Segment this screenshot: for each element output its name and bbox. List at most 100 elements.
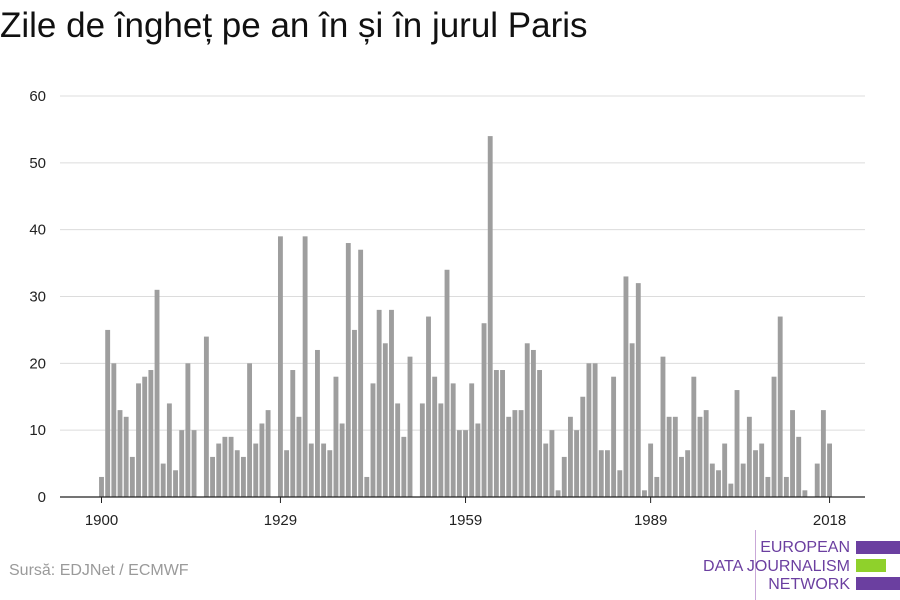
bar-1950 <box>407 356 413 497</box>
bar-1948 <box>395 403 401 497</box>
bar-2002 <box>728 483 734 497</box>
bar-1979 <box>586 363 592 497</box>
bar-1958 <box>456 430 462 497</box>
gridlines <box>60 95 865 431</box>
bar-1968 <box>518 410 524 497</box>
bar-2005 <box>746 416 752 497</box>
logo-divider <box>755 530 756 600</box>
bar-1984 <box>617 470 623 497</box>
edjnet-logo: EUROPEAN DATA JOURNALISM NETWORK <box>700 530 900 600</box>
logo-line-3: NETWORK <box>768 576 850 593</box>
logo-bar-green <box>856 559 886 572</box>
bar-1901 <box>105 329 111 497</box>
bar-1912 <box>173 470 178 497</box>
y-tick-label: 50 <box>29 155 46 172</box>
bars <box>99 136 832 497</box>
bar-1900 <box>99 476 104 497</box>
x-tick-label: 1959 <box>449 512 482 529</box>
bar-1907 <box>142 376 148 497</box>
x-tick-label: 1929 <box>264 512 297 529</box>
y-tick-label: 0 <box>38 489 46 506</box>
bar-1921 <box>228 436 234 497</box>
bar-1966 <box>506 416 512 497</box>
bar-1999 <box>709 463 715 497</box>
bar-2007 <box>759 443 765 497</box>
x-tick-label: 2018 <box>813 512 846 529</box>
bar-1941 <box>352 329 357 497</box>
bar-1915 <box>191 430 197 497</box>
bar-1973 <box>549 430 555 497</box>
y-axis-ticks: 0 10 20 30 40 50 60 <box>29 88 46 506</box>
bar-1980 <box>592 363 598 497</box>
bar-1992 <box>666 416 672 497</box>
bar-1989 <box>648 443 654 497</box>
bar-1952 <box>419 403 425 497</box>
bar-1933 <box>302 236 308 497</box>
bar-2017 <box>820 410 826 497</box>
bar-1946 <box>382 343 388 497</box>
bar-1917 <box>203 336 209 497</box>
bar-1962 <box>481 323 487 497</box>
bar-1972 <box>543 443 549 497</box>
bar-1918 <box>210 456 215 497</box>
bar-1937 <box>327 450 333 497</box>
y-tick-label: 40 <box>29 222 46 239</box>
bar-2006 <box>753 450 758 497</box>
bar-2014 <box>802 490 808 497</box>
logo-line-2: DATA JOURNALISM <box>703 558 850 575</box>
bar-1949 <box>401 436 407 497</box>
bar-1983 <box>611 376 617 497</box>
bar-2001 <box>722 443 728 497</box>
bar-1935 <box>315 349 320 497</box>
bar-1963 <box>487 136 493 497</box>
logo-bar-purple-bottom <box>856 577 900 590</box>
logo-bar-purple-top <box>856 541 900 554</box>
bar-1982 <box>605 450 610 497</box>
bar-1905 <box>129 456 135 497</box>
bar-1939 <box>339 423 345 497</box>
x-axis-ticks: 1900 1929 1959 1989 2018 <box>85 497 846 529</box>
bar-1940 <box>345 243 351 497</box>
bar-1954 <box>432 376 438 497</box>
bar-1997 <box>697 416 703 497</box>
bar-1902 <box>111 363 117 497</box>
y-tick-label: 20 <box>29 355 46 372</box>
bar-2003 <box>734 390 740 497</box>
bar-1938 <box>333 376 339 497</box>
bar-1930 <box>284 450 290 497</box>
bar-1911 <box>166 403 172 497</box>
x-tick-label: 1900 <box>85 512 118 529</box>
bar-1974 <box>555 490 561 497</box>
bar-1996 <box>691 376 697 497</box>
bar-1908 <box>148 370 154 497</box>
bar-2012 <box>790 410 795 497</box>
bar-1914 <box>185 363 191 497</box>
y-tick-label: 60 <box>29 88 46 105</box>
bar-1959 <box>463 430 468 497</box>
bar-1913 <box>179 430 185 497</box>
bar-2008 <box>765 476 771 497</box>
bar-1969 <box>524 343 530 497</box>
bar-1904 <box>123 416 129 497</box>
bar-1926 <box>259 423 265 497</box>
bar-1971 <box>537 370 543 497</box>
bar-1985 <box>623 276 629 497</box>
bar-1956 <box>444 269 450 497</box>
bar-1978 <box>580 396 586 497</box>
chart-title: Zile de îngheț pe an în și în jurul Pari… <box>0 6 588 45</box>
bar-1929 <box>277 236 283 497</box>
bar-1922 <box>234 450 240 497</box>
logo-line-1: EUROPEAN <box>760 539 850 556</box>
y-tick-label: 30 <box>29 289 46 306</box>
bar-1998 <box>703 410 709 497</box>
x-tick-label: 1989 <box>634 512 667 529</box>
bar-1947 <box>389 309 394 497</box>
bar-1924 <box>247 363 253 497</box>
bar-1976 <box>567 416 573 497</box>
bar-1934 <box>308 443 314 497</box>
source-note: Sursă: EDJNet / ECMWF <box>9 562 189 579</box>
bar-1945 <box>376 309 382 497</box>
bar-1993 <box>672 416 678 497</box>
bar-1923 <box>240 456 246 497</box>
